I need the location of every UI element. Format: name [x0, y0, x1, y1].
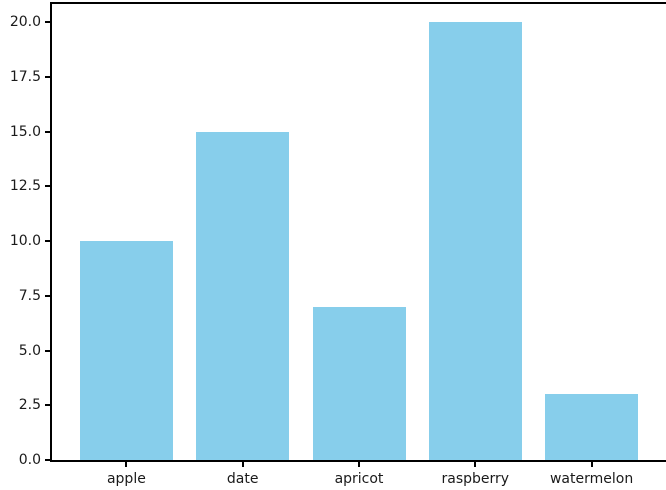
y-tick-label: 17.5 — [9, 68, 41, 85]
x-tick-label-watermelon: watermelon — [549, 471, 634, 487]
bar-apricot — [312, 306, 406, 460]
x-tick-label-apricot: apricot — [334, 471, 384, 487]
y-tick-mark — [45, 349, 50, 352]
y-tick-label: 5.0 — [18, 342, 41, 359]
y-tick-label: 15.0 — [9, 123, 41, 140]
x-tick-label-raspberry: raspberry — [441, 471, 510, 487]
y-tick-mark — [45, 21, 50, 23]
y-tick-mark — [45, 185, 50, 188]
bar-date — [196, 131, 290, 460]
bar-apple — [79, 241, 173, 460]
x-tick-mark — [358, 462, 360, 467]
y-tick-mark — [45, 75, 50, 78]
x-axis-spine — [50, 460, 666, 462]
y-axis-spine — [50, 2, 52, 462]
x-tick-mark — [590, 462, 593, 467]
x-tick-mark — [125, 462, 128, 467]
y-tick-mark — [45, 130, 50, 133]
x-tick-mark — [474, 462, 477, 467]
y-tick-label: 20.0 — [9, 14, 41, 30]
y-tick-label: 10.0 — [9, 233, 41, 249]
y-tick-mark — [45, 294, 50, 297]
bar-raspberry — [428, 22, 522, 460]
y-tick-mark — [45, 240, 50, 242]
y-tick-mark — [45, 404, 50, 407]
y-tick-label: 0.0 — [18, 452, 41, 468]
x-tick-label-apple: apple — [106, 471, 146, 487]
x-tick-mark — [241, 462, 244, 467]
x-tick-label-date: date — [226, 471, 259, 487]
y-tick-label: 2.5 — [18, 397, 41, 414]
y-tick-label: 12.5 — [9, 178, 41, 195]
bar-watermelon — [545, 394, 639, 460]
top-spine — [50, 2, 666, 4]
y-tick-mark — [45, 459, 50, 461]
y-tick-label: 7.5 — [18, 287, 41, 304]
